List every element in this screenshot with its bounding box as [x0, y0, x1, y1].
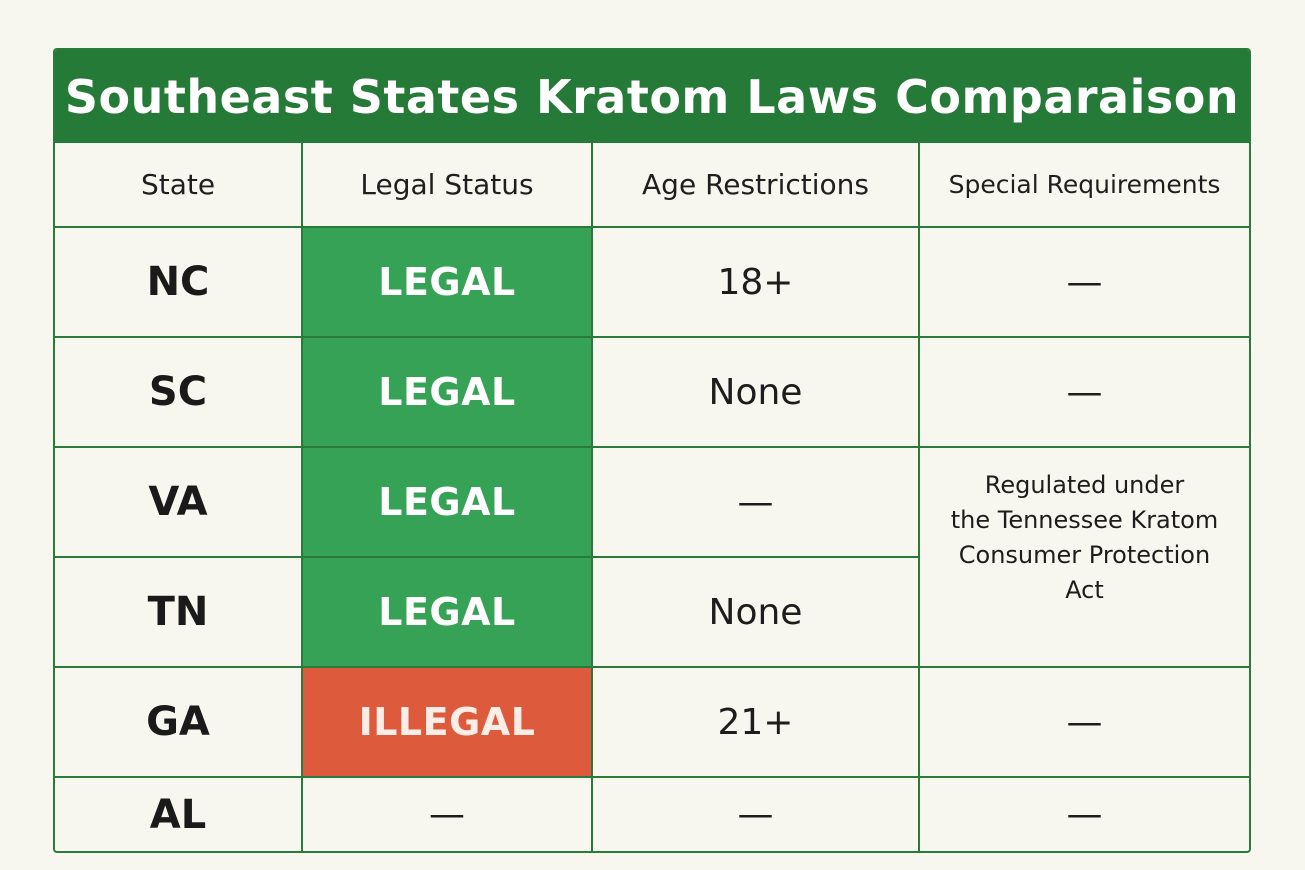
row-requirements-nc: — — [920, 228, 1249, 338]
row-state-sc: SC — [55, 338, 303, 448]
row-age-sc: None — [593, 338, 920, 448]
row-status-ga: ILLEGAL — [303, 668, 593, 778]
row-state-ga: GA — [55, 668, 303, 778]
column-header-age-restrictions: Age Restrictions — [593, 143, 920, 228]
row-status-tn: LEGAL — [303, 558, 593, 668]
table-grid: State Legal Status Age Restrictions Spec… — [55, 143, 1249, 851]
row-age-nc: 18+ — [593, 228, 920, 338]
row-requirements-sc: — — [920, 338, 1249, 448]
row-status-va: LEGAL — [303, 448, 593, 558]
kratom-laws-table: Southeast States Kratom Laws Comparaison… — [53, 48, 1251, 853]
row-status-sc: LEGAL — [303, 338, 593, 448]
column-header-special-requirements: Special Requirements — [920, 143, 1249, 228]
row-status-nc: LEGAL — [303, 228, 593, 338]
column-header-state: State — [55, 143, 303, 228]
row-state-nc: NC — [55, 228, 303, 338]
row-requirements-al: — — [1066, 794, 1103, 835]
row-state-al: AL — [55, 778, 303, 851]
table-title: Southeast States Kratom Laws Comparaison — [64, 69, 1240, 124]
column-header-legal-status: Legal Status — [303, 143, 593, 228]
row-state-va: VA — [55, 448, 303, 558]
row-state-tn: TN — [55, 558, 303, 668]
row-age-tn: None — [593, 558, 920, 668]
row-age-va: — — [593, 448, 920, 558]
table-title-bar: Southeast States Kratom Laws Comparaison — [55, 50, 1249, 143]
row-status-al: — — [303, 778, 593, 851]
row-requirements-va-tn: Regulated under the Tennessee Kratom Con… — [920, 448, 1249, 668]
row-requirements-ga: — — [920, 668, 1249, 778]
row-age-ga: 21+ — [593, 668, 920, 778]
row-age-al: — — [593, 778, 920, 851]
